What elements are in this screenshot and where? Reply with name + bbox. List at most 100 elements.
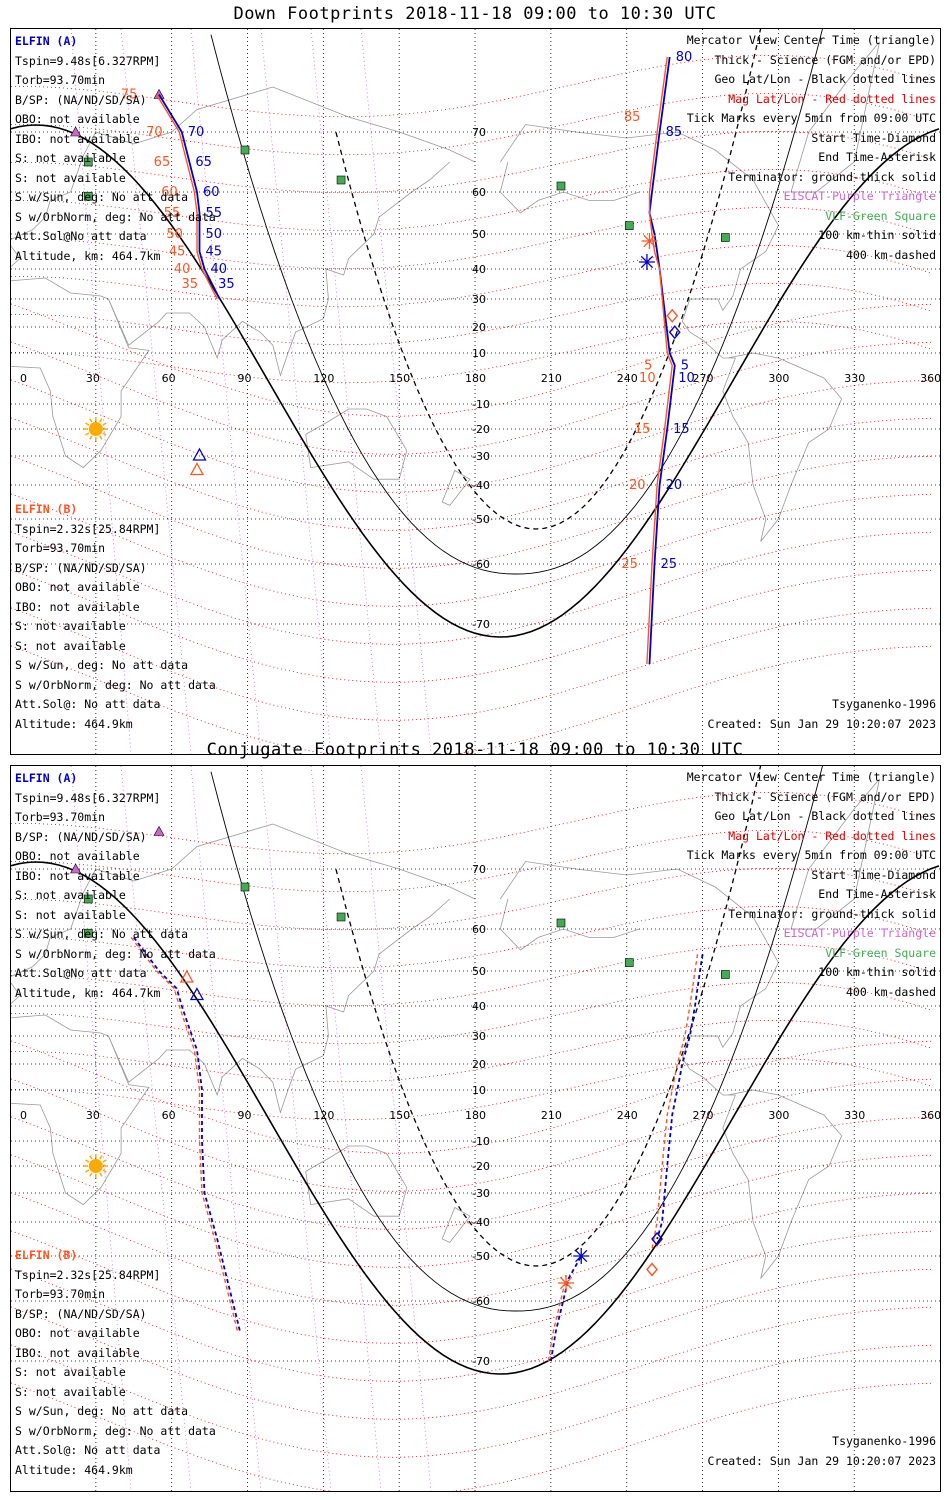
info-line: S: not available [15, 1384, 126, 1399]
tick-mark-label: 10 [639, 371, 656, 386]
x-tick-label: 60 [162, 1109, 176, 1122]
tick-mark-label: 20 [666, 478, 683, 493]
y-tick-label: -40 [472, 1216, 490, 1229]
legend-entry: Geo Lat/Lon - Black dotted lines [714, 72, 936, 86]
sun-ray [85, 1159, 90, 1163]
terminator-100km [210, 766, 823, 1312]
y-tick-label: 60 [472, 923, 486, 936]
info-line: Torb=93.70min [15, 73, 106, 87]
x-tick-label: 120 [313, 372, 334, 385]
info-line: Torb=93.70min [15, 541, 106, 555]
y-tick-label: -30 [472, 450, 490, 463]
footer-line: Tsyganenko-1996 [832, 697, 936, 711]
coastline [441, 469, 471, 506]
y-tick-label: -20 [472, 1160, 490, 1173]
tick-mark-label: 15 [673, 422, 690, 437]
terminator-100km [210, 29, 823, 575]
legend-entry: Mercator View Center Time (triangle) [686, 770, 936, 784]
tick-mark-label: 80 [676, 50, 693, 65]
coastline [108, 161, 451, 377]
y-tick-label: 10 [472, 1084, 486, 1097]
y-tick-label: 30 [472, 1030, 486, 1043]
vlf-square [336, 175, 346, 185]
info-line: Altitude, km: 464.7km [15, 248, 161, 263]
x-tick-label: 150 [389, 1109, 410, 1122]
tick-mark-label: 75 [121, 88, 138, 103]
tick-mark-label: 50 [166, 227, 183, 242]
info-line: S: not available [15, 638, 126, 653]
track-elfin-a [158, 94, 221, 300]
start-diamond [651, 1231, 663, 1247]
sun-ray [102, 432, 107, 436]
legend-entry: 100 km-thin solid [818, 228, 936, 242]
vlf-square [624, 221, 634, 230]
sun-icon [88, 1159, 103, 1173]
footer-line: Created: Sun Jan 29 10:20:07 2023 [707, 1453, 936, 1468]
info-line: Tspin=9.48s[6.327RPM] [15, 790, 161, 805]
y-tick-label: 10 [472, 347, 486, 360]
tick-mark-label: 5 [681, 359, 689, 374]
conjugate-footprints-panel: 0 30 60 90 120 150 180 210 240 270 300 330 360 70 60 50… [10, 765, 941, 1492]
y-tick-label: 50 [472, 965, 486, 978]
legend: Mercator View Center Time (triangle) Thic… [687, 768, 936, 1002]
info-line: Tspin=9.48s[6.327RPM] [15, 53, 161, 68]
elfin-b-info: ELFIN (B) Tspin=2.32s[25.84RPM] Torb=93.70… [15, 500, 216, 734]
x-tick-label: 240 [617, 1109, 638, 1122]
tick-mark-label: 35 [181, 277, 198, 292]
down-footprints-map: 0 30 60 90 120 150 180 210 240 270 300 330 360 70 60 50… [11, 29, 940, 754]
vlf-square [240, 145, 250, 155]
info-line: Att.Sol@: No att data [15, 697, 161, 711]
x-tick-label: 270 [693, 1109, 714, 1122]
mag-grid-meridian [190, 29, 262, 754]
tick-mark-label: 10 [678, 371, 695, 386]
tick-mark-label: 60 [203, 185, 220, 200]
sun-ray [99, 1155, 103, 1160]
legend-entry: Mag Lat/Lon - Red dotted lines [728, 91, 936, 106]
vlf-square [624, 958, 634, 967]
terminator-400km [335, 29, 762, 530]
legend-entry: EISCAT-Purple Triangle [783, 189, 936, 203]
tick-mark-label: 65 [154, 155, 171, 170]
sun-ray [99, 1172, 103, 1177]
tick-mark-label: 70 [146, 125, 163, 140]
info-line: Tspin=2.32s[25.84RPM] [15, 521, 161, 536]
terminator-ground [11, 124, 940, 638]
legend-entry: Mag Lat/Lon - Red dotted lines [728, 828, 936, 843]
mag-grid-meridian [120, 29, 192, 754]
legend-entry: Tick Marks every 5min from 09:00 UTC [686, 111, 936, 125]
y-tick-label: -50 [472, 1250, 490, 1263]
elfin-b-info: ELFIN (B) Tspin=2.32s[25.84RPM] Torb=93.70… [15, 1246, 216, 1480]
info-line: IBO: not available [15, 131, 140, 146]
start-diamond [668, 325, 681, 340]
info-line: OBO: not available [15, 112, 140, 126]
tick-mark-label: 25 [661, 557, 678, 572]
info-line: IBO: not available [15, 1345, 140, 1360]
x-tick-label: 300 [768, 1109, 789, 1122]
conjugate-footprints-map: 0 30 60 90 120 150 180 210 240 270 300 330 360 70 60 50… [11, 766, 940, 1491]
y-tick-label: 40 [472, 1000, 486, 1013]
info-line: Altitude, km: 464.7km [15, 985, 161, 1000]
vlf-square [721, 233, 730, 242]
info-line: S: not available [15, 619, 126, 633]
x-tick-label: 30 [86, 372, 100, 385]
info-line: Att.Sol@No att data [15, 229, 147, 243]
info-line: B/SP: (NA/ND/SD/SA) [15, 92, 147, 107]
y-tick-label: -60 [472, 558, 490, 571]
info-line: Torb=93.70min [15, 810, 106, 824]
info-line: OBO: not available [15, 849, 140, 863]
tick-mark-label: 25 [621, 557, 638, 572]
mag-grid-meridian [190, 766, 262, 1491]
tick-mark-label: 40 [174, 262, 191, 277]
mag-grid-meridian [260, 29, 332, 754]
mag-grid-meridian [360, 766, 432, 1491]
x-tick-label: 90 [238, 1109, 252, 1122]
vlf-square [83, 894, 93, 904]
y-tick-label: 60 [472, 186, 486, 199]
vlf-square [556, 181, 566, 191]
x-tick-label: 60 [162, 372, 176, 385]
y-tick-label: -40 [472, 479, 490, 492]
x-tick-label: 120 [313, 1109, 334, 1122]
info-line: B/SP: (NA/ND/SD/SA) [15, 1306, 147, 1321]
y-tick-label: 70 [472, 863, 486, 876]
x-tick-label: 210 [541, 1109, 562, 1122]
